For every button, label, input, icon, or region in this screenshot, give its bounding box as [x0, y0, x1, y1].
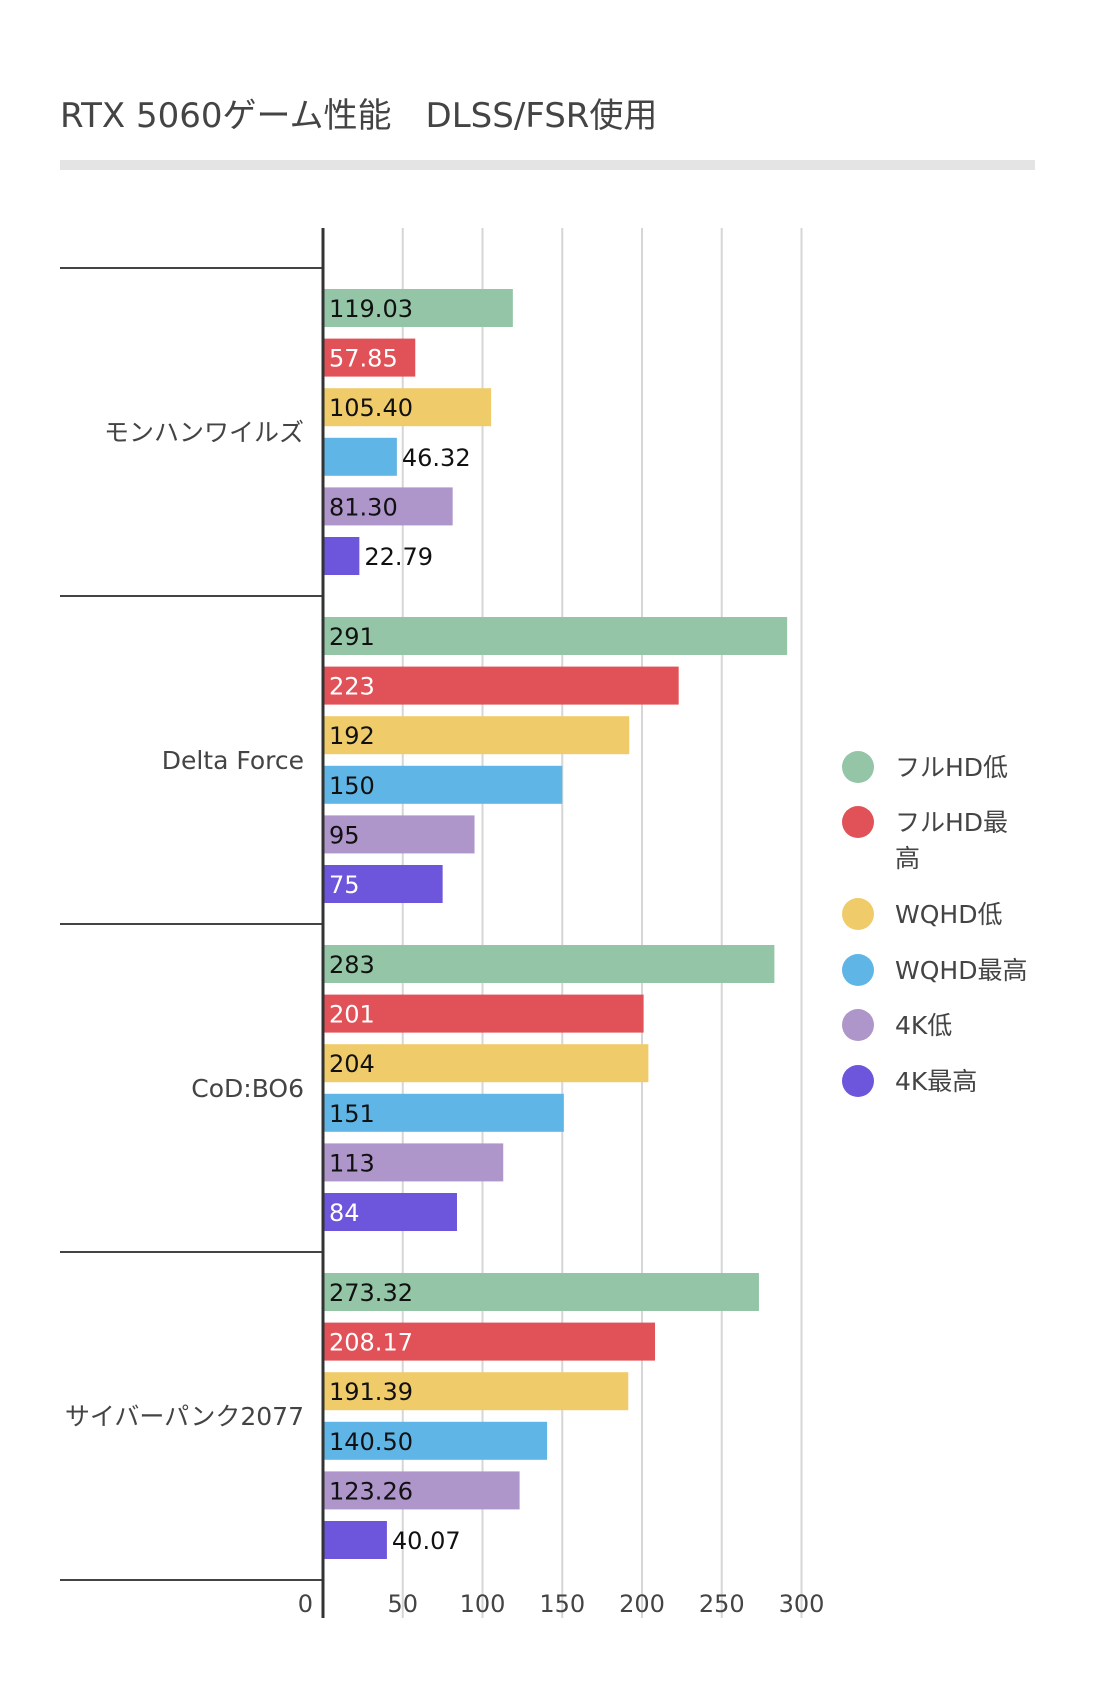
legend-swatch	[842, 898, 874, 930]
bar-value-label: 119.03	[329, 295, 413, 323]
category-label: モンハンワイルズ	[104, 418, 304, 447]
bar-value-label: 208.17	[329, 1329, 413, 1357]
bar	[323, 1471, 520, 1510]
bar	[323, 1143, 504, 1182]
legend-label: WQHD低	[895, 900, 1002, 929]
bar-value-label: 105.40	[329, 394, 413, 422]
title-underline	[60, 160, 1035, 170]
bar	[323, 1322, 656, 1361]
legend-swatch	[842, 806, 874, 838]
bar	[323, 765, 563, 804]
x-tick-label-50: 50	[387, 1590, 418, 1618]
bar	[323, 994, 644, 1033]
bar-value-label: 40.07	[392, 1527, 461, 1555]
bar	[323, 617, 788, 655]
bar	[323, 1044, 649, 1083]
x-tick-label-300: 300	[779, 1590, 825, 1618]
category-labels: モンハンワイルズ Delta Force CoD:BO6 サイバーパンク2077	[65, 418, 304, 1431]
bar	[323, 865, 443, 903]
bar	[323, 289, 513, 327]
legend-label: フルHD最高	[895, 808, 1008, 873]
legend-item: WQHD低	[842, 898, 1002, 930]
bar-value-label: 151	[329, 1100, 375, 1128]
bars	[323, 289, 788, 1559]
legend-label: 4K低	[895, 1011, 952, 1040]
legend-item: フルHD低	[842, 751, 1008, 783]
category-label: サイバーパンク2077	[65, 1402, 304, 1431]
bar-value-label: 22.79	[364, 543, 433, 571]
x-tick-label-200: 200	[619, 1590, 665, 1618]
bar	[323, 437, 397, 476]
bar-value-label: 291	[329, 623, 375, 651]
bar	[323, 1093, 564, 1132]
legend-swatch	[842, 751, 874, 783]
bar-value-label: 191.39	[329, 1378, 413, 1406]
bar-value-label: 113	[329, 1149, 375, 1177]
legend-label: WQHD最高	[895, 956, 1027, 985]
bar-value-label: 123.26	[329, 1477, 413, 1505]
legend-label: フルHD低	[895, 753, 1008, 782]
legend-item: WQHD最高	[842, 954, 1027, 986]
bar	[323, 815, 475, 854]
bar-value-label: 192	[329, 722, 375, 750]
bar	[323, 716, 630, 755]
legend-swatch	[842, 1009, 874, 1041]
bar	[323, 388, 492, 427]
bar-value-label: 140.50	[329, 1428, 413, 1456]
category-label: CoD:BO6	[191, 1074, 304, 1103]
bar-value-label: 283	[329, 951, 375, 979]
bar-value-label: 150	[329, 772, 375, 800]
legend-item: フルHD最高	[842, 806, 1008, 873]
x-tick-label-0: 0	[298, 1590, 313, 1618]
bar	[323, 666, 679, 705]
bar	[323, 1421, 548, 1460]
legend-label: 4K最高	[895, 1067, 977, 1096]
x-tick-label-100: 100	[460, 1590, 506, 1618]
bar-value-label: 204	[329, 1050, 375, 1078]
bar-value-label: 223	[329, 673, 375, 701]
bar	[323, 537, 360, 575]
bar	[323, 1193, 457, 1231]
bar-value-label: 46.32	[402, 444, 471, 472]
x-tick-label-150: 150	[539, 1590, 585, 1618]
bar-value-label: 95	[329, 821, 360, 849]
bar	[323, 487, 453, 526]
bar	[323, 1273, 759, 1311]
x-tick-labels: 0 50 100 150 200 250 300	[298, 1590, 825, 1618]
legend-item: 4K最高	[842, 1065, 977, 1097]
bar	[323, 338, 416, 377]
bar-value-label: 81.30	[329, 493, 398, 521]
legend-swatch	[842, 1065, 874, 1097]
bar-value-label: 75	[329, 871, 360, 899]
bar	[323, 1372, 629, 1411]
bar-value-label: 84	[329, 1199, 360, 1227]
category-label: Delta Force	[162, 746, 304, 775]
x-tick-label-250: 250	[699, 1590, 745, 1618]
category-separators	[60, 267, 323, 1581]
legend-item: 4K低	[842, 1009, 952, 1041]
chart-title: RTX 5060ゲーム性能 DLSS/FSR使用	[60, 96, 658, 136]
bar-value-label: 273.32	[329, 1279, 413, 1307]
bar-value-label: 201	[329, 1001, 375, 1029]
bar	[323, 945, 775, 983]
bar	[323, 1521, 387, 1559]
bar-value-label: 57.85	[329, 345, 398, 373]
legend-swatch	[842, 954, 874, 986]
